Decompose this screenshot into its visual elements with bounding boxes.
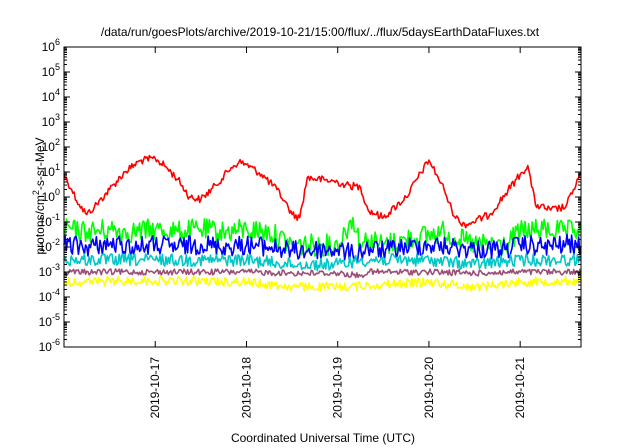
y-axis-ticks: 10-610-510-410-310-210-11001011021031041… (39, 37, 581, 354)
y-tick-exp: 4 (55, 87, 60, 97)
plot-frame (63, 46, 582, 348)
y-tick-label: 105 (42, 62, 60, 79)
y-tick-exp: 5 (55, 62, 60, 72)
y-tick-base: 10 (39, 215, 53, 229)
y-tick-base: 10 (39, 240, 53, 254)
y-tick-label: 10-3 (39, 262, 60, 279)
plot-area (63, 154, 582, 293)
y-tick-base: 10 (39, 290, 53, 304)
x-tick-label: 2019-10-20 (422, 357, 436, 419)
x-tick-label: 2019-10-19 (331, 357, 345, 419)
y-tick-base: 10 (42, 165, 56, 179)
y-tick-label: 10-6 (39, 337, 60, 354)
series-1-line (63, 154, 582, 229)
y-tick-label: 10-5 (39, 312, 60, 329)
y-tick-base: 10 (42, 90, 56, 104)
y-axis-title-base: protons/cm (33, 195, 47, 254)
y-tick-base: 10 (42, 40, 56, 54)
series-3-line (63, 233, 582, 263)
y-tick-base: 10 (42, 190, 56, 204)
y-tick-exp: -3 (52, 262, 60, 272)
y-tick-base: 10 (42, 140, 56, 154)
y-tick-label: 10-1 (39, 212, 60, 229)
y-tick-exp: -5 (52, 312, 60, 322)
y-tick-label: 10-2 (39, 237, 60, 254)
y-tick-exp: 0 (55, 187, 60, 197)
y-tick-base: 10 (39, 315, 53, 329)
y-tick-exp: 1 (55, 162, 60, 172)
y-tick-exp: 3 (55, 112, 60, 122)
series-6-line (63, 275, 582, 293)
x-axis-ticks: 2019-10-17 2019-10-18 2019-10-19 2019-10-20… (148, 47, 527, 418)
x-axis-title: Coordinated Universal Time (UTC) (231, 431, 415, 445)
y-tick-base: 10 (42, 115, 56, 129)
y-tick-exp: -6 (52, 337, 60, 347)
y-tick-label: 101 (42, 162, 60, 179)
chart-title: /data/run/goesPlots/archive/2019-10-21/1… (101, 25, 540, 39)
y-tick-exp: -4 (52, 287, 60, 297)
x-tick-label: 2019-10-21 (513, 357, 527, 419)
y-tick-exp: -2 (52, 237, 60, 247)
series-4-line (63, 253, 582, 272)
y-tick-label: 10-4 (39, 287, 60, 304)
y-tick-exp: -1 (52, 212, 60, 222)
y-tick-exp: 2 (55, 137, 60, 147)
y-tick-base: 10 (39, 340, 53, 354)
y-tick-exp: 6 (55, 37, 60, 47)
y-tick-base: 10 (42, 65, 56, 79)
y-tick-label: 104 (42, 87, 60, 104)
y-tick-label: 102 (42, 137, 60, 154)
y-axis-title: protons/cm2-s-sr-MeV (31, 137, 47, 254)
x-tick-label: 2019-10-18 (239, 357, 253, 419)
y-tick-base: 10 (39, 265, 53, 279)
y-tick-label: 106 (42, 37, 60, 54)
y-axis-title-rest: -s-sr-MeV (33, 137, 47, 190)
y-tick-label: 100 (42, 187, 60, 204)
y-tick-label: 103 (42, 112, 60, 129)
x-tick-label: 2019-10-17 (148, 357, 162, 419)
y-axis-title-sup: 2 (31, 190, 41, 195)
series-5-line (63, 268, 582, 279)
